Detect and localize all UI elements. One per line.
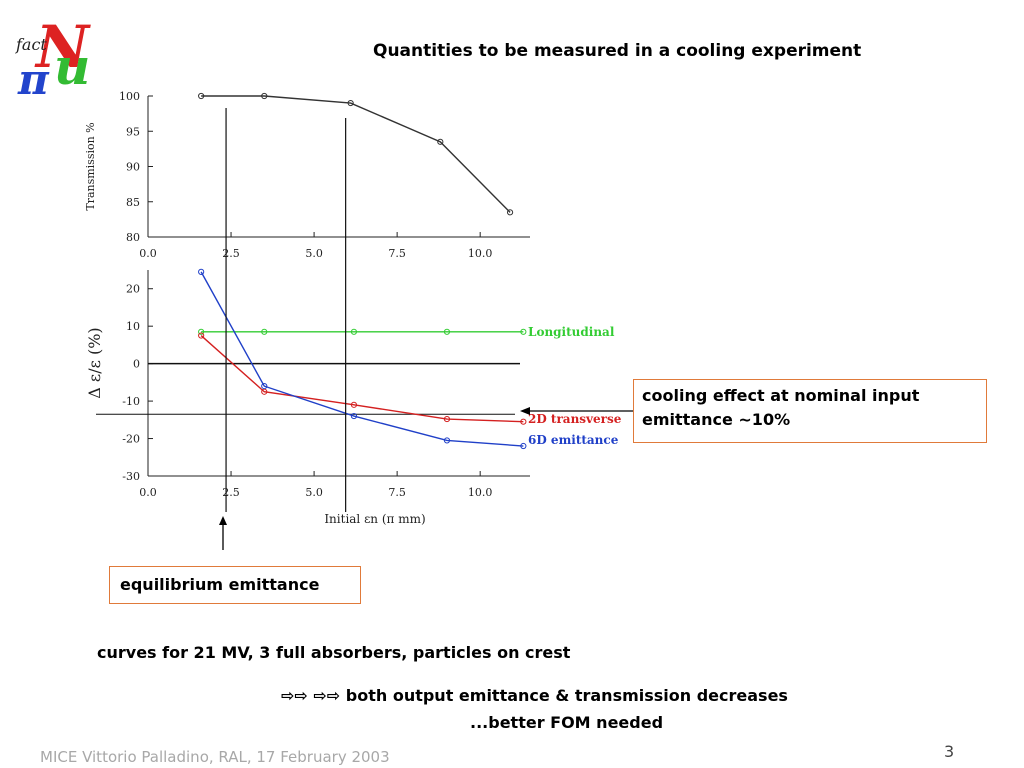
x-tick-label: 7.5	[388, 247, 406, 260]
data-point	[520, 418, 527, 425]
both-note: ⇨⇨ ⇨⇨ both output emittance & transmissi…	[281, 686, 788, 705]
data-point	[198, 92, 205, 100]
data-point	[198, 332, 205, 339]
data-point	[347, 99, 354, 107]
data-point	[261, 383, 268, 390]
emittance-plot: 0.0 2.5 5.0 7.5 10.0 -30 -20 -10 0 10 20 Δ ε/ε (%) I…	[85, 268, 622, 526]
data-point	[443, 437, 451, 444]
cooling-note-line1: cooling effect at nominal input	[642, 386, 920, 405]
legend-label: 2D transverse	[528, 412, 622, 426]
x-tick-label: 5.0	[305, 247, 323, 260]
footer: MICE Vittorio Palladino, RAL, 17 Februar…	[40, 748, 390, 766]
y-tick-label: 0	[133, 358, 140, 371]
data-point	[198, 328, 205, 335]
cooling-note-line2: emittance ~10%	[642, 410, 791, 429]
x-tick-label: 0.0	[139, 486, 157, 499]
data-point	[520, 442, 527, 450]
equilibrium-note: equilibrium emittance	[120, 575, 320, 594]
data-point	[198, 268, 205, 275]
series-line	[201, 95, 511, 213]
page-number: 3	[944, 742, 955, 761]
data-point	[350, 401, 358, 408]
y-tick-label: -20	[122, 433, 140, 446]
cooling-effect-box: cooling effect at nominal input emittanc…	[633, 379, 987, 443]
svg-text:π: π	[17, 55, 50, 97]
fom-note: ...better FOM needed	[470, 713, 664, 732]
series-line	[200, 271, 524, 447]
data-point	[506, 209, 514, 216]
equilibrium-box: equilibrium emittance	[109, 566, 361, 604]
data-point	[520, 328, 527, 335]
svg-text:u: u	[54, 37, 90, 96]
nufact-logo: N u π fact	[15, 13, 91, 97]
x-tick-label: 0.0	[139, 247, 157, 260]
y-tick-label: 100	[119, 90, 140, 103]
y-tick-label: 85	[126, 196, 140, 209]
svg-text:N: N	[34, 13, 91, 81]
x-tick-label: 10.0	[468, 486, 493, 499]
x-tick-label: 2.5	[222, 486, 240, 499]
y-tick-label: 90	[126, 161, 140, 174]
data-point	[437, 138, 444, 145]
data-point	[261, 328, 268, 335]
y-tick-label: 95	[126, 125, 140, 138]
curves-note: curves for 21 MV, 3 full absorbers, part…	[97, 643, 571, 662]
cooling-arrowhead	[520, 407, 530, 415]
legend-label: 6D emittance	[528, 433, 619, 447]
x-axis-label: Initial εn (π mm)	[324, 512, 425, 526]
annotations	[219, 108, 633, 550]
legend-label: Longitudinal	[528, 325, 615, 339]
equilibrium-arrowhead	[219, 516, 227, 525]
x-tick-label: 2.5	[222, 247, 240, 260]
x-tick-label: 7.5	[388, 486, 406, 499]
data-point	[350, 412, 358, 420]
data-point	[443, 415, 451, 423]
slide-title: Quantities to be measured in a cooling e…	[373, 41, 862, 61]
x-tick-label: 10.0	[468, 247, 493, 260]
y-tick-label: 10	[126, 320, 140, 333]
y-tick-label: 20	[126, 283, 140, 296]
data-point	[261, 92, 268, 100]
data-point	[443, 328, 451, 335]
svg-text:fact: fact	[15, 35, 47, 54]
y-tick-label: 80	[126, 231, 140, 244]
y-tick-label: -30	[122, 470, 140, 483]
y-axis-label: Δ ε/ε (%)	[85, 327, 104, 398]
data-point	[350, 328, 358, 335]
transmission-plot: 0.0 2.5 5.0 7.5 10.0 80 85 90 95 100 Transmission …	[84, 90, 530, 260]
y-axis-label: Transmission %	[84, 122, 97, 210]
y-tick-label: -10	[122, 395, 140, 408]
series-line	[200, 335, 524, 423]
x-tick-label: 5.0	[305, 486, 323, 499]
